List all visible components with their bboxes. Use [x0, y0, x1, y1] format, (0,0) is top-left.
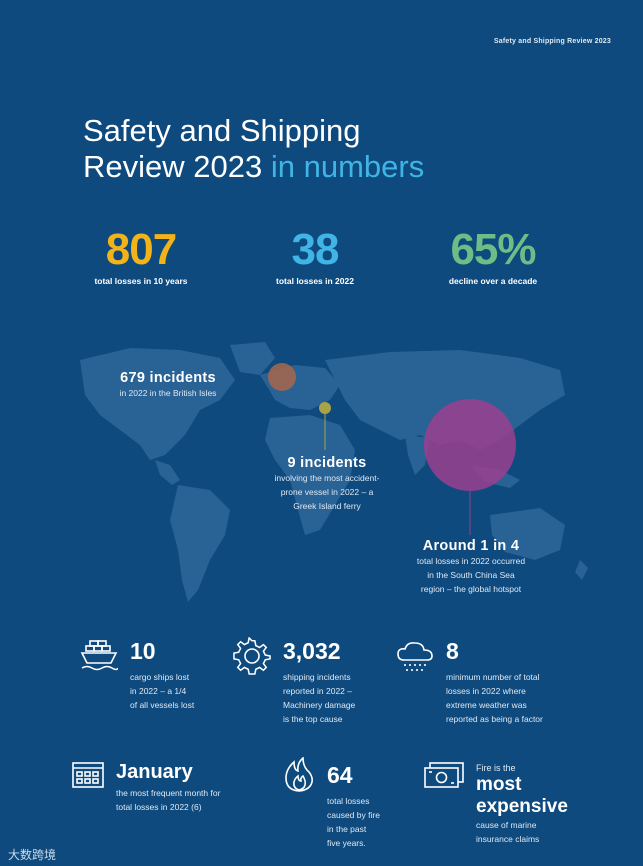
fact-text: Machinery damage [283, 700, 356, 710]
storm-cloud-icon [396, 640, 434, 674]
stat-decline-decade: 65% decline over a decade [418, 225, 568, 287]
fact-text: cargo ships lost [130, 672, 190, 682]
fire-icon [283, 757, 315, 793]
fact-text: five years. [327, 838, 366, 848]
fact-value: 3,032 [283, 638, 341, 664]
fact-text: caused by fire [327, 810, 380, 820]
title-line-2: Review 2023 in numbers [83, 149, 563, 185]
gear-icon [233, 637, 271, 675]
fact-cargo-ships: 10 cargo ships lost in 2022 – a 1/4 of a… [130, 638, 240, 712]
stat-label: total losses in 2022 [276, 276, 354, 286]
fact-text: in the past [327, 824, 367, 834]
fact-most-expensive: Fire is the most expensive cause of mari… [476, 762, 606, 846]
fact-text: the most frequent month for [116, 788, 221, 798]
fact-extreme-weather: 8 minimum number of total losses in 2022… [446, 638, 596, 726]
fact-text: shipping incidents [283, 672, 351, 682]
fact-text: losses in 2022 where [446, 686, 526, 696]
cargo-ship-icon [80, 638, 118, 672]
title-line-2-main: Review 2023 [83, 149, 263, 184]
fact-text: minimum number of total [446, 672, 540, 682]
stat-total-losses-10-years: 807 total losses in 10 years [66, 225, 216, 287]
fact-fire-losses: 64 total losses caused by fire in the pa… [327, 762, 417, 850]
callout-title: 9 incidents [287, 455, 367, 471]
callout-greek-ferry: 9 incidents involving the most accident-… [252, 455, 402, 513]
fact-value-line-1: most [476, 774, 522, 795]
fact-text: insurance claims [476, 834, 540, 844]
fact-text: reported in 2022 – [283, 686, 352, 696]
callout-south-china-sea: Around 1 in 4 total losses in 2022 occur… [396, 538, 546, 596]
callout-text: prone vessel in 2022 – a [280, 487, 374, 497]
fact-value: 10 [130, 638, 156, 664]
stat-label: decline over a decade [448, 276, 538, 286]
page-title: Safety and Shipping Review 2023 in numbe… [83, 113, 563, 185]
callout-text: Greek Island ferry [293, 501, 361, 511]
fact-pretext: Fire is the [476, 763, 516, 773]
fact-text: total losses in 2022 (6) [116, 802, 202, 812]
stat-label: total losses in 10 years [94, 276, 188, 286]
callout-title: 679 incidents [120, 370, 216, 386]
fact-value: 64 [327, 762, 353, 788]
fact-value: 8 [446, 638, 459, 664]
stat-value: 807 [105, 225, 177, 274]
callout-text: in the South China Sea [427, 570, 515, 580]
callout-british-isles: 679 incidents in 2022 in the British Isl… [98, 370, 238, 400]
british-isles-marker [268, 363, 296, 391]
fact-text: of all vessels lost [130, 700, 195, 710]
callout-text: in 2022 in the British Isles [119, 388, 217, 398]
fact-value-line-2: expensive [476, 796, 568, 817]
fact-text: total losses [327, 796, 370, 806]
callout-text: region – the global hotspot [420, 584, 522, 594]
fact-text: reported as being a factor [446, 714, 543, 724]
title-line-1: Safety and Shipping [83, 113, 361, 148]
title-line-2-accent: in numbers [270, 149, 425, 184]
watermark-logo: 大数跨境 [8, 848, 57, 862]
fact-text: in 2022 – a 1/4 [130, 686, 187, 696]
calendar-icon [72, 760, 104, 788]
fact-text: cause of marine [476, 820, 537, 830]
stat-total-losses-2022: 38 total losses in 2022 [240, 225, 390, 287]
greek-island-marker [319, 402, 331, 414]
stat-value: 65% [450, 225, 536, 274]
world-map [80, 342, 588, 602]
fact-value: January [116, 761, 193, 783]
south-china-sea-marker [424, 399, 516, 491]
fact-shipping-incidents: 3,032 shipping incidents reported in 202… [283, 638, 393, 726]
stat-value: 38 [291, 225, 340, 274]
fact-text: is the top cause [283, 714, 343, 724]
callout-text: total losses in 2022 occurred [416, 556, 526, 566]
fact-text: extreme weather was [446, 700, 527, 710]
callout-text: involving the most accident- [274, 473, 380, 483]
fact-most-frequent-month: January the most frequent month for tota… [116, 760, 276, 814]
money-icon [424, 762, 464, 788]
callout-title: Around 1 in 4 [422, 538, 520, 554]
header-tag: Safety and Shipping Review 2023 [493, 38, 611, 45]
